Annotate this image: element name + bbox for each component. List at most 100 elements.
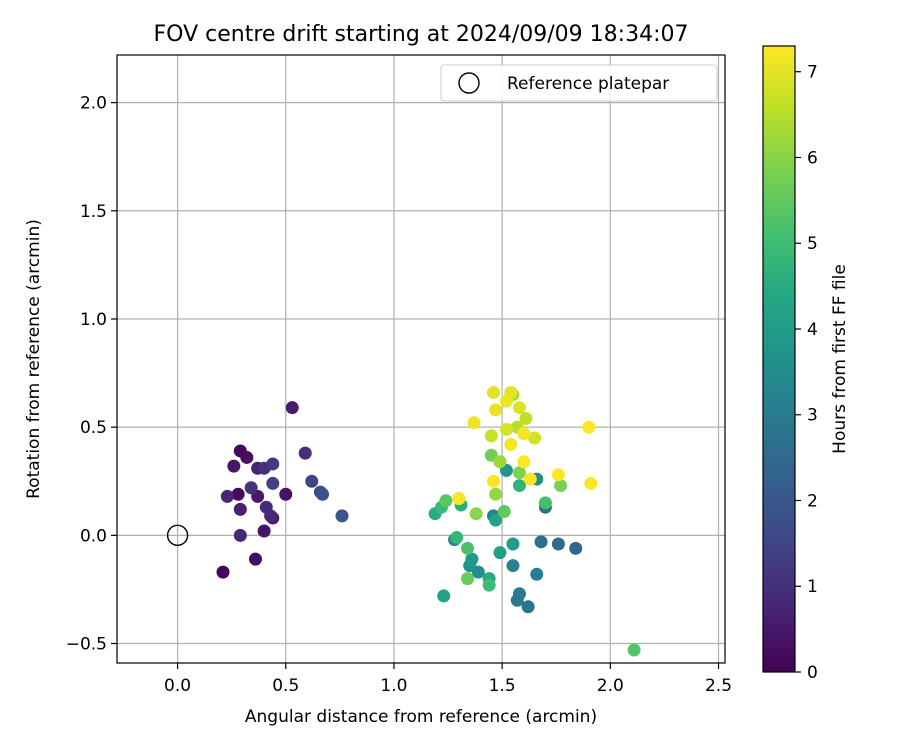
y-tick-label: 1.5 (80, 202, 107, 222)
data-point (335, 509, 349, 523)
data-point (506, 537, 520, 551)
y-tick-label: 0.0 (80, 526, 107, 546)
data-point (220, 489, 234, 503)
y-tick-label: 2.0 (80, 94, 107, 114)
data-point (461, 572, 475, 586)
data-point (528, 431, 542, 445)
data-point (530, 567, 544, 581)
data-point (538, 496, 552, 510)
data-point (231, 487, 245, 501)
legend: Reference platepar (440, 64, 718, 102)
y-tick-label: 1.0 (80, 310, 107, 330)
data-point (486, 386, 500, 400)
colorbar-tick-label: 3 (807, 406, 818, 426)
data-point (499, 394, 513, 408)
y-axis-label: Rotation from reference (arcmin) (24, 219, 44, 499)
colorbar-tick-label: 4 (807, 320, 818, 340)
data-point (517, 427, 531, 441)
legend-box (440, 64, 718, 102)
data-point (499, 422, 513, 436)
data-point (316, 487, 330, 501)
data-point (493, 455, 507, 469)
data-point (305, 474, 319, 488)
data-point (489, 487, 503, 501)
data-points (216, 386, 641, 657)
colorbar-tick-label: 5 (807, 234, 818, 254)
colorbar-tick-label: 6 (807, 148, 818, 168)
data-point (298, 446, 312, 460)
colorbar-tick-label: 7 (807, 63, 818, 83)
data-point (551, 468, 565, 482)
colorbar-tick-label: 1 (807, 577, 818, 597)
data-point (484, 429, 498, 443)
data-point (482, 578, 496, 592)
x-tick-label: 2.0 (597, 676, 624, 696)
colorbar-ticks: 0 1 2 3 4 5 6 7 (795, 63, 818, 683)
data-point (266, 476, 280, 490)
grid (117, 55, 725, 663)
x-tick-label: 1.5 (489, 676, 516, 696)
data-point (551, 537, 565, 551)
data-point (450, 531, 464, 545)
data-point (627, 643, 641, 657)
data-point (512, 587, 526, 601)
colorbar-tick-label: 0 (807, 663, 818, 683)
data-point (512, 466, 526, 480)
data-point (233, 528, 247, 542)
data-point (452, 492, 466, 506)
data-point (227, 459, 241, 473)
data-point (439, 494, 453, 508)
data-point (437, 589, 451, 603)
colorbar: 0 1 2 3 4 5 6 7 Hours from first FF file (762, 45, 850, 683)
legend-entry-label: Reference platepar (507, 74, 669, 94)
plot-frame (116, 54, 726, 664)
data-point (244, 481, 258, 495)
data-point (285, 401, 299, 415)
colorbar-label: Hours from first FF file (830, 264, 850, 454)
y-tick-label: 0.5 (80, 418, 107, 438)
data-point (489, 403, 503, 417)
data-point (504, 437, 518, 451)
data-point (279, 487, 293, 501)
colorbar-tick-label: 2 (807, 491, 818, 511)
data-point (519, 412, 533, 426)
data-point (233, 502, 247, 516)
x-tick-label: 0.5 (272, 676, 299, 696)
data-point (216, 565, 230, 579)
data-point (523, 472, 537, 486)
data-point (493, 546, 507, 560)
data-point (257, 524, 271, 538)
x-tick-label: 1.0 (380, 676, 407, 696)
data-point (512, 401, 526, 415)
data-point (521, 600, 535, 614)
reference-marker (166, 524, 189, 547)
legend-reference-icon (458, 72, 480, 94)
x-axis-label: Angular distance from reference (arcmin) (245, 707, 597, 727)
data-point (465, 552, 479, 566)
data-point (506, 559, 520, 573)
y-tick-label: −0.5 (66, 635, 107, 655)
data-point (517, 455, 531, 469)
data-point (569, 541, 583, 555)
data-point (489, 513, 503, 527)
data-point (461, 541, 475, 555)
x-tick-label: 0.0 (164, 676, 191, 696)
data-point (534, 535, 548, 549)
data-point (584, 476, 598, 490)
data-point (554, 479, 568, 493)
data-point (582, 420, 596, 434)
chart-title: FOV centre drift starting at 2024/09/09 … (154, 22, 689, 47)
y-axis-ticks: −0.5 0.0 0.5 1.0 1.5 2.0 (66, 94, 117, 655)
colorbar-gradient (762, 45, 796, 673)
data-point (259, 500, 273, 514)
data-point (467, 416, 481, 430)
data-point (512, 479, 526, 493)
data-point (486, 474, 500, 488)
x-tick-label: 2.5 (705, 676, 732, 696)
data-point (497, 505, 511, 519)
x-axis-ticks: 0.0 0.5 1.0 1.5 2.0 2.5 (164, 663, 732, 696)
data-point (266, 457, 280, 471)
data-point (248, 552, 262, 566)
data-point (469, 507, 483, 521)
